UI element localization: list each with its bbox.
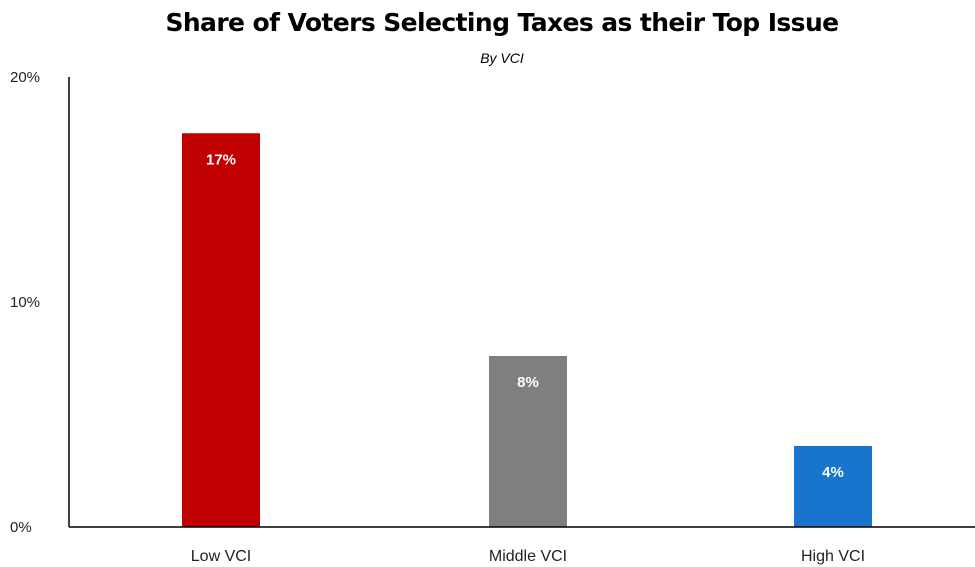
bars: 17% 8% 4%: [182, 133, 872, 527]
y-tick-label: 20%: [10, 69, 40, 86]
category-label: Middle VCI: [489, 548, 567, 565]
chart-subtitle: By VCI: [480, 50, 524, 66]
data-label: 8%: [517, 374, 539, 391]
y-tick-label: 0%: [10, 519, 32, 536]
bar: [182, 133, 260, 527]
bar: [489, 356, 567, 527]
y-axis-ticks: 0% 10% 20%: [10, 69, 40, 536]
category-label: Low VCI: [191, 548, 251, 565]
chart-title: Share of Voters Selecting Taxes as their…: [165, 8, 839, 37]
category-label: High VCI: [801, 548, 865, 565]
bar: [794, 446, 872, 527]
data-label: 17%: [206, 151, 236, 168]
data-label: 4%: [822, 464, 844, 481]
x-axis-categories: Low VCI Middle VCI High VCI: [191, 548, 865, 565]
y-tick-label: 10%: [10, 294, 40, 311]
